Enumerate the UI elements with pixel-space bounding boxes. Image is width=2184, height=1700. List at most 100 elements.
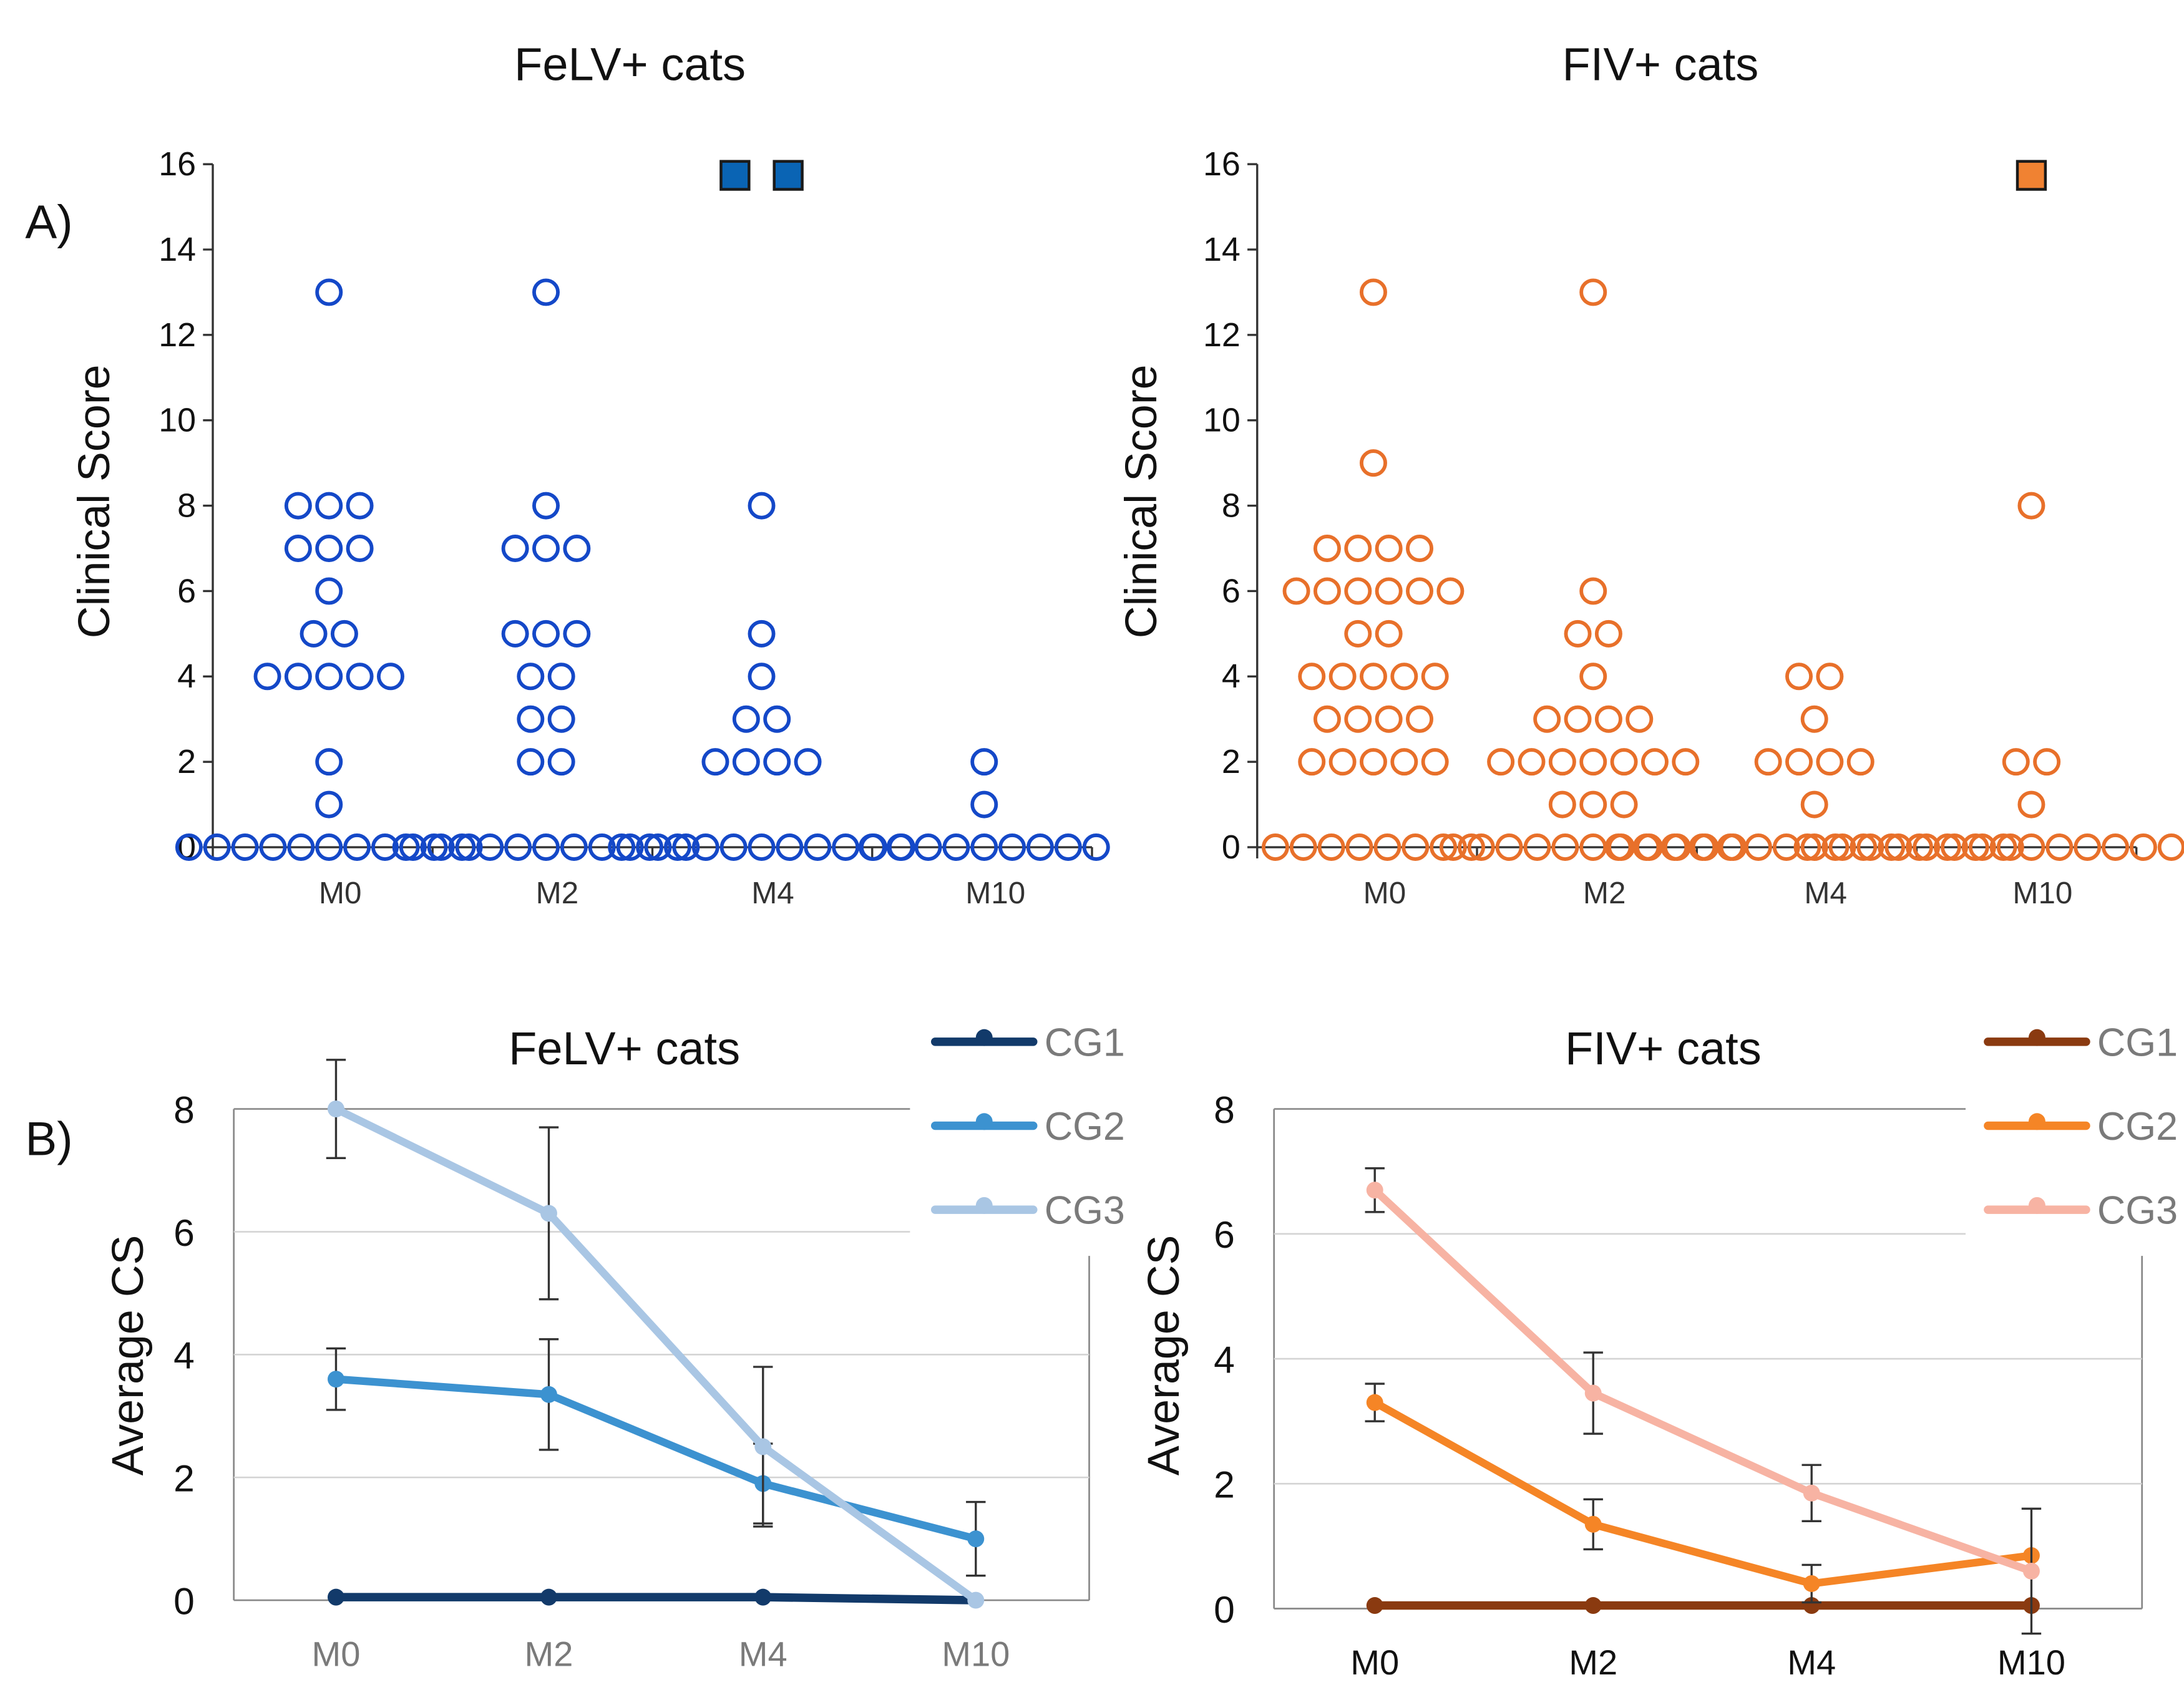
data-point — [284, 492, 312, 520]
y-tick-label: 8 — [1222, 487, 1241, 525]
y-tick-label: 2 — [173, 1457, 195, 1500]
outlier-square — [2016, 160, 2047, 191]
data-point — [1345, 833, 1373, 862]
data-point — [284, 663, 312, 691]
panel-b-label: B) — [25, 1113, 72, 1166]
panel-a-label: A) — [25, 196, 72, 249]
data-point — [1610, 790, 1638, 818]
data-point — [532, 619, 560, 648]
data-point — [616, 833, 644, 862]
data-point — [588, 833, 616, 862]
data-point — [1564, 619, 1592, 648]
data-point — [455, 833, 483, 862]
data-point — [1375, 619, 1403, 648]
data-point — [1359, 449, 1387, 477]
data-point — [1439, 833, 1467, 862]
data-point — [914, 833, 942, 862]
y-axis-label: Average CS — [103, 1235, 153, 1476]
data-point — [1375, 535, 1403, 562]
data-point — [330, 619, 358, 648]
data-point — [343, 833, 371, 862]
data-point — [1800, 705, 1828, 733]
data-point — [1344, 619, 1372, 648]
legend-marker — [975, 1113, 993, 1130]
x-tick-label: M4 — [1787, 1643, 1836, 1682]
data-point — [1458, 833, 1485, 862]
data-point — [1626, 705, 1654, 733]
data-point — [1594, 705, 1622, 733]
data-point — [1261, 833, 1289, 862]
series-point-cg2 — [540, 1386, 557, 1403]
data-point — [532, 535, 560, 562]
data-point — [1523, 833, 1551, 862]
data-point — [763, 705, 791, 733]
data-point — [748, 492, 776, 520]
data-point — [2017, 833, 2045, 862]
y-tick-label: 2 — [1222, 743, 1241, 780]
data-point — [1941, 833, 1969, 862]
data-point — [427, 833, 455, 862]
data-point — [315, 748, 343, 776]
series-point-cg1 — [1803, 1597, 1820, 1614]
felv-line-chart: FeLV+ cats Average CS 0 2 4 6 8 M0 M2 M4 M10 CG1 CG2… — [103, 1008, 1125, 1674]
data-point — [1421, 663, 1449, 691]
data-point — [1816, 748, 1844, 776]
x-tick-label: M0 — [1350, 1643, 1399, 1682]
data-point — [1996, 833, 2024, 862]
data-point — [1913, 833, 1941, 862]
series-point-cg3 — [1584, 1384, 1602, 1402]
legend-marker — [2028, 1113, 2045, 1130]
data-point — [315, 278, 343, 306]
outlier-square — [773, 160, 804, 191]
data-point — [1785, 663, 1813, 691]
outlier-square — [719, 160, 751, 191]
data-point — [1717, 833, 1745, 862]
data-point — [1689, 833, 1717, 862]
data-point — [1487, 748, 1515, 776]
data-point — [231, 833, 259, 862]
data-point — [2033, 748, 2061, 776]
x-tick-label: M2 — [525, 1634, 573, 1674]
chart-title: FeLV+ cats — [509, 1022, 740, 1074]
x-tick-label: M0 — [1363, 876, 1406, 910]
data-point — [1402, 833, 1430, 862]
data-point — [1390, 663, 1418, 691]
legend-marker — [2028, 1197, 2045, 1214]
data-point — [532, 833, 560, 862]
data-point — [1610, 748, 1638, 776]
series-point-cg2 — [967, 1530, 985, 1548]
series-line-cg2 — [1371, 1398, 2035, 1588]
data-point — [1421, 748, 1449, 776]
data-point — [1359, 748, 1387, 776]
y-tick-label: 12 — [158, 316, 196, 354]
y-tick-label: 4 — [1214, 1338, 1235, 1381]
data-point — [547, 748, 575, 776]
data-point — [563, 619, 591, 648]
data-point — [1298, 748, 1326, 776]
data-point — [1054, 833, 1082, 862]
y-tick-label: 14 — [158, 231, 196, 268]
data-point — [1579, 748, 1607, 776]
data-point — [1344, 577, 1372, 605]
data-point — [175, 833, 203, 862]
legend-label: CG3 — [1045, 1189, 1125, 1233]
fiv-dot-chart: FIV+ cats Clinical Score 0 2 4 6 8 10 12 14 16 M0 M2… — [1116, 39, 2184, 910]
data-point — [748, 619, 776, 648]
data-point — [998, 833, 1026, 862]
data-point — [315, 833, 343, 862]
x-tick-label: M4 — [1804, 876, 1847, 910]
data-point — [504, 833, 532, 862]
data-point — [315, 790, 343, 818]
data-point — [420, 833, 448, 862]
data-point — [663, 833, 691, 862]
data-point — [315, 535, 343, 562]
data-point — [2102, 833, 2130, 862]
y-axis-label: Average CS — [1139, 1235, 1189, 1476]
data-point — [1467, 833, 1495, 862]
data-point — [315, 663, 343, 691]
data-point — [608, 833, 636, 862]
data-point — [970, 748, 998, 776]
legend-label: CG2 — [2097, 1105, 2178, 1149]
data-point — [376, 663, 404, 691]
